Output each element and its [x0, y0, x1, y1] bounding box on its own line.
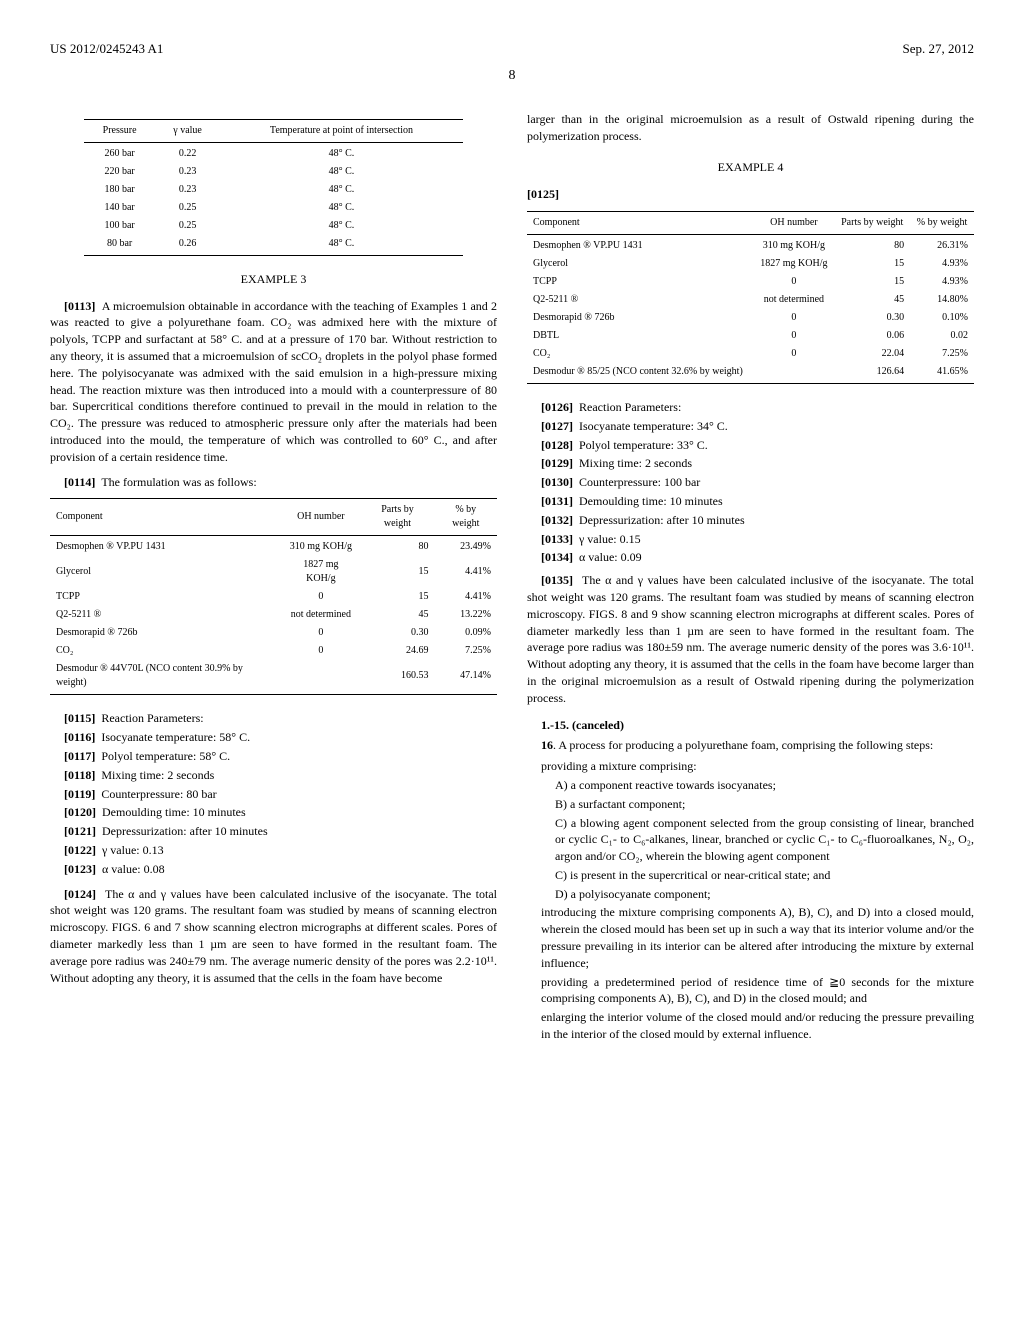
th-pressure: Pressure	[84, 119, 156, 142]
claims-section: 1.-15. (canceled) 16. A process for prod…	[527, 717, 974, 1043]
claim-intro: introducing the mixture comprising compo…	[527, 904, 974, 971]
claim-c2: C) is present in the supercritical or ne…	[527, 867, 974, 884]
right-column: larger than in the original microemulsio…	[527, 111, 974, 1045]
para-continuation: larger than in the original microemulsio…	[527, 111, 974, 145]
publication-date: Sep. 27, 2012	[903, 40, 975, 58]
para-0113: [0113] A microemulsion obtainable in acc…	[50, 298, 497, 466]
claim-1-15: 1.-15. (canceled)	[527, 717, 974, 734]
page-number: 8	[50, 66, 974, 86]
page-header: US 2012/0245243 A1 Sep. 27, 2012	[50, 40, 974, 58]
table-formulation4: Component OH number Parts by weight % by…	[527, 211, 974, 384]
claim-16-lead: 16. A process for producing a polyuretha…	[527, 737, 974, 754]
claim-c: C) a blowing agent component selected fr…	[527, 815, 974, 865]
para-0124: [0124] The α and γ values have been calc…	[50, 886, 497, 987]
table-formulation3: Component OH number Parts by weight % by…	[50, 498, 497, 695]
claim-prov: providing a predetermined period of resi…	[527, 974, 974, 1008]
example3-heading: EXAMPLE 3	[50, 271, 497, 288]
example4-heading: EXAMPLE 4	[527, 159, 974, 176]
content-columns: Pressure γ value Temperature at point of…	[50, 111, 974, 1045]
table-pressure-gamma: Pressure γ value Temperature at point of…	[84, 119, 464, 256]
para-0114: [0114] The formulation was as follows:	[50, 474, 497, 491]
th-temp: Temperature at point of intersection	[219, 119, 463, 142]
para-0135: [0135] The α and γ values have been calc…	[527, 572, 974, 706]
publication-number: US 2012/0245243 A1	[50, 40, 163, 58]
params-example4: [0126] Reaction Parameters: [0127] Isocy…	[541, 399, 974, 566]
para-0125: [0125]	[527, 186, 974, 203]
claim-d: D) a polyisocyanate component;	[527, 886, 974, 903]
claim-enl: enlarging the interior volume of the clo…	[527, 1009, 974, 1043]
claim-providing: providing a mixture comprising:	[527, 758, 974, 775]
claim-b: B) a surfactant component;	[527, 796, 974, 813]
claim-a: A) a component reactive towards isocyana…	[527, 777, 974, 794]
params-example3: [0115] Reaction Parameters: [0116] Isocy…	[64, 710, 497, 877]
th-gamma: γ value	[156, 119, 220, 142]
left-column: Pressure γ value Temperature at point of…	[50, 111, 497, 1045]
